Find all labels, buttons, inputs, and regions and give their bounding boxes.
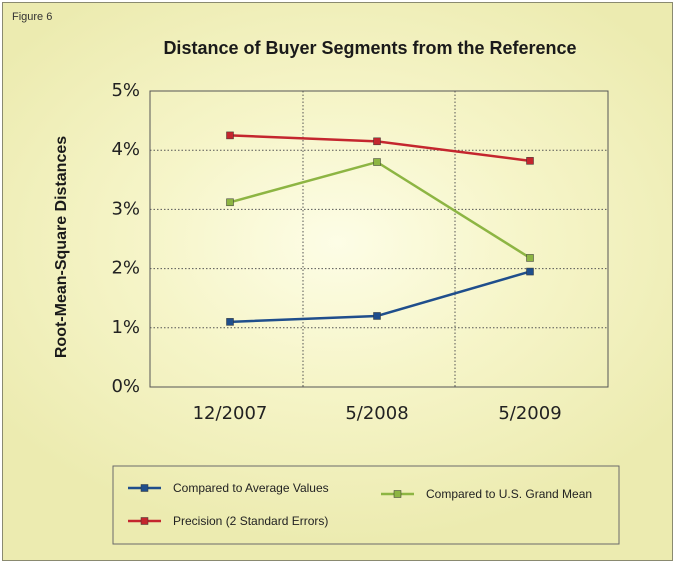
data-point (226, 198, 234, 207)
plot-border (149, 90, 609, 388)
legend-swatch-marker (140, 484, 149, 492)
y-tick-label: 5% (111, 80, 140, 101)
legend-box (112, 465, 620, 545)
legend: Compared to Average Values Precision (2 S… (128, 481, 592, 528)
x-tick-label: 5/2008 (345, 403, 408, 424)
legend-swatch-marker (393, 490, 402, 498)
legend-label: Precision (2 Standard Errors) (173, 514, 328, 528)
x-tick-label: 12/2007 (193, 403, 268, 424)
x-tick-label: 5/2009 (498, 403, 561, 424)
y-tick-label: 4% (111, 139, 140, 160)
data-point (373, 312, 381, 320)
data-point (373, 158, 381, 166)
chart-title: Distance of Buyer Segments from the Refe… (163, 38, 576, 58)
series-line (229, 160, 531, 260)
y-tick-label: 0% (111, 376, 140, 397)
y-axis-label: Root-Mean-Square Distances (53, 136, 70, 358)
plot-area: 0% 1% 2% 3% 4% 5% 12/2007 5/2008 5/2009 (111, 80, 609, 424)
y-tick-label: 3% (111, 198, 140, 219)
data-point (526, 267, 534, 276)
data-point (526, 254, 534, 262)
data-point (226, 318, 234, 326)
y-tick-label: 1% (111, 317, 140, 338)
y-tick-label: 2% (111, 258, 140, 279)
data-point (226, 131, 234, 140)
line-chart: Distance of Buyer Segments from the Refe… (53, 38, 620, 545)
data-point (373, 137, 381, 146)
legend-label: Compared to U.S. Grand Mean (426, 487, 592, 501)
data-point (526, 157, 534, 165)
legend-label: Compared to Average Values (173, 481, 329, 495)
figure-label: Figure 6 (12, 11, 53, 23)
legend-swatch-marker (140, 517, 149, 525)
